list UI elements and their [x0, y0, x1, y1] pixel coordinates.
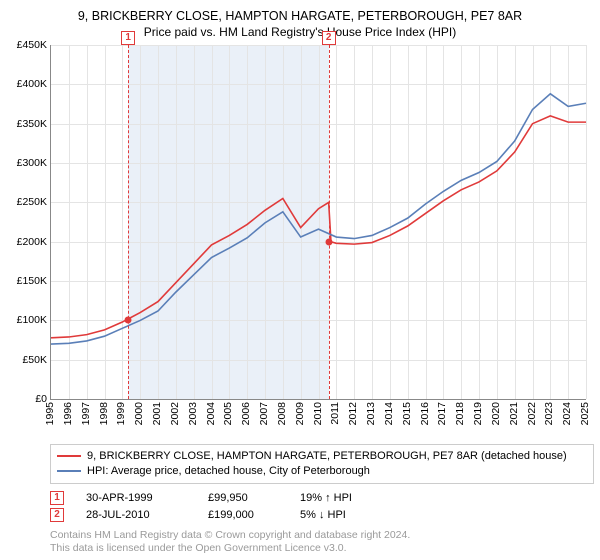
x-tick-label: 1999 [115, 402, 127, 425]
x-tick-label: 2023 [543, 402, 555, 425]
event-marker-icon: 1 [121, 31, 135, 45]
x-tick-label: 2009 [294, 402, 306, 425]
x-tick-label: 2011 [329, 402, 341, 425]
x-tick-label: 2020 [490, 402, 502, 425]
event-marker-icon: 2 [50, 508, 64, 522]
x-tick-label: 2000 [133, 402, 145, 425]
y-tick-label: £350K [17, 118, 51, 130]
x-tick-label: 2019 [472, 402, 484, 425]
event-marker-icon: 2 [322, 31, 336, 45]
x-tick-label: 2018 [454, 402, 466, 425]
legend-swatch [57, 470, 81, 472]
y-tick-label: £250K [17, 196, 51, 208]
x-tick-label: 2024 [561, 402, 573, 425]
x-tick-label: 2013 [365, 402, 377, 425]
event-dot-icon [125, 317, 132, 324]
event-date: 30-APR-1999 [86, 492, 186, 504]
x-tick-label: 2015 [401, 402, 413, 425]
x-tick-label: 2004 [205, 402, 217, 425]
y-tick-label: £200K [17, 236, 51, 248]
event-price: £99,950 [208, 492, 278, 504]
x-axis-labels: 1995199619971998199920002001200220032004… [50, 400, 586, 436]
event-dot-icon [325, 238, 332, 245]
x-tick-label: 1996 [62, 402, 74, 425]
x-tick-label: 1997 [80, 402, 92, 425]
event-vline [329, 45, 330, 399]
x-tick-label: 2014 [383, 402, 395, 425]
chart-lines [51, 45, 586, 399]
x-tick-label: 2022 [526, 402, 538, 425]
y-tick-label: £100K [17, 314, 51, 326]
event-row: 2 28-JUL-2010 £199,000 5% ↓ HPI [50, 508, 594, 522]
legend-label: HPI: Average price, detached house, City… [87, 464, 370, 479]
x-tick-label: 2016 [419, 402, 431, 425]
x-tick-label: 2001 [151, 402, 163, 425]
legend-label: 9, BRICKBERRY CLOSE, HAMPTON HARGATE, PE… [87, 449, 567, 464]
chart-title: 9, BRICKBERRY CLOSE, HAMPTON HARGATE, PE… [6, 8, 594, 25]
x-tick-label: 2002 [169, 402, 181, 425]
chart-area: £0£50K£100K£150K£200K£250K£300K£350K£400… [50, 45, 586, 436]
x-tick-label: 2005 [222, 402, 234, 425]
y-tick-label: £400K [17, 78, 51, 90]
event-date: 28-JUL-2010 [86, 509, 186, 521]
y-tick-label: £150K [17, 275, 51, 287]
footer-line: Contains HM Land Registry data © Crown c… [50, 529, 594, 543]
x-tick-label: 2012 [347, 402, 359, 425]
event-row: 1 30-APR-1999 £99,950 19% ↑ HPI [50, 491, 594, 505]
x-tick-label: 2007 [258, 402, 270, 425]
y-tick-label: £50K [22, 354, 51, 366]
x-tick-label: 2003 [187, 402, 199, 425]
footer-line: This data is licensed under the Open Gov… [50, 542, 594, 556]
x-tick-label: 2025 [579, 402, 591, 425]
legend-swatch [57, 455, 81, 457]
legend: 9, BRICKBERRY CLOSE, HAMPTON HARGATE, PE… [50, 444, 594, 484]
y-tick-label: £300K [17, 157, 51, 169]
chart-subtitle: Price paid vs. HM Land Registry's House … [6, 25, 594, 39]
event-delta: 19% ↑ HPI [300, 492, 352, 504]
event-marker-icon: 1 [50, 491, 64, 505]
x-tick-label: 2010 [312, 402, 324, 425]
event-delta: 5% ↓ HPI [300, 509, 346, 521]
event-table: 1 30-APR-1999 £99,950 19% ↑ HPI 2 28-JUL… [50, 488, 594, 525]
x-tick-label: 2006 [240, 402, 252, 425]
series-line-hpi [51, 94, 586, 344]
event-price: £199,000 [208, 509, 278, 521]
event-vline [128, 45, 129, 399]
legend-item: 9, BRICKBERRY CLOSE, HAMPTON HARGATE, PE… [57, 449, 587, 464]
x-tick-label: 1995 [44, 402, 56, 425]
x-gridline [586, 45, 587, 399]
x-tick-label: 2017 [436, 402, 448, 425]
series-line-property [51, 116, 586, 338]
footer-attribution: Contains HM Land Registry data © Crown c… [50, 529, 594, 556]
y-tick-label: £450K [17, 39, 51, 51]
x-tick-label: 1998 [98, 402, 110, 425]
x-tick-label: 2021 [508, 402, 520, 425]
x-tick-label: 2008 [276, 402, 288, 425]
chart-plot: £0£50K£100K£150K£200K£250K£300K£350K£400… [50, 45, 586, 400]
legend-item: HPI: Average price, detached house, City… [57, 464, 587, 479]
